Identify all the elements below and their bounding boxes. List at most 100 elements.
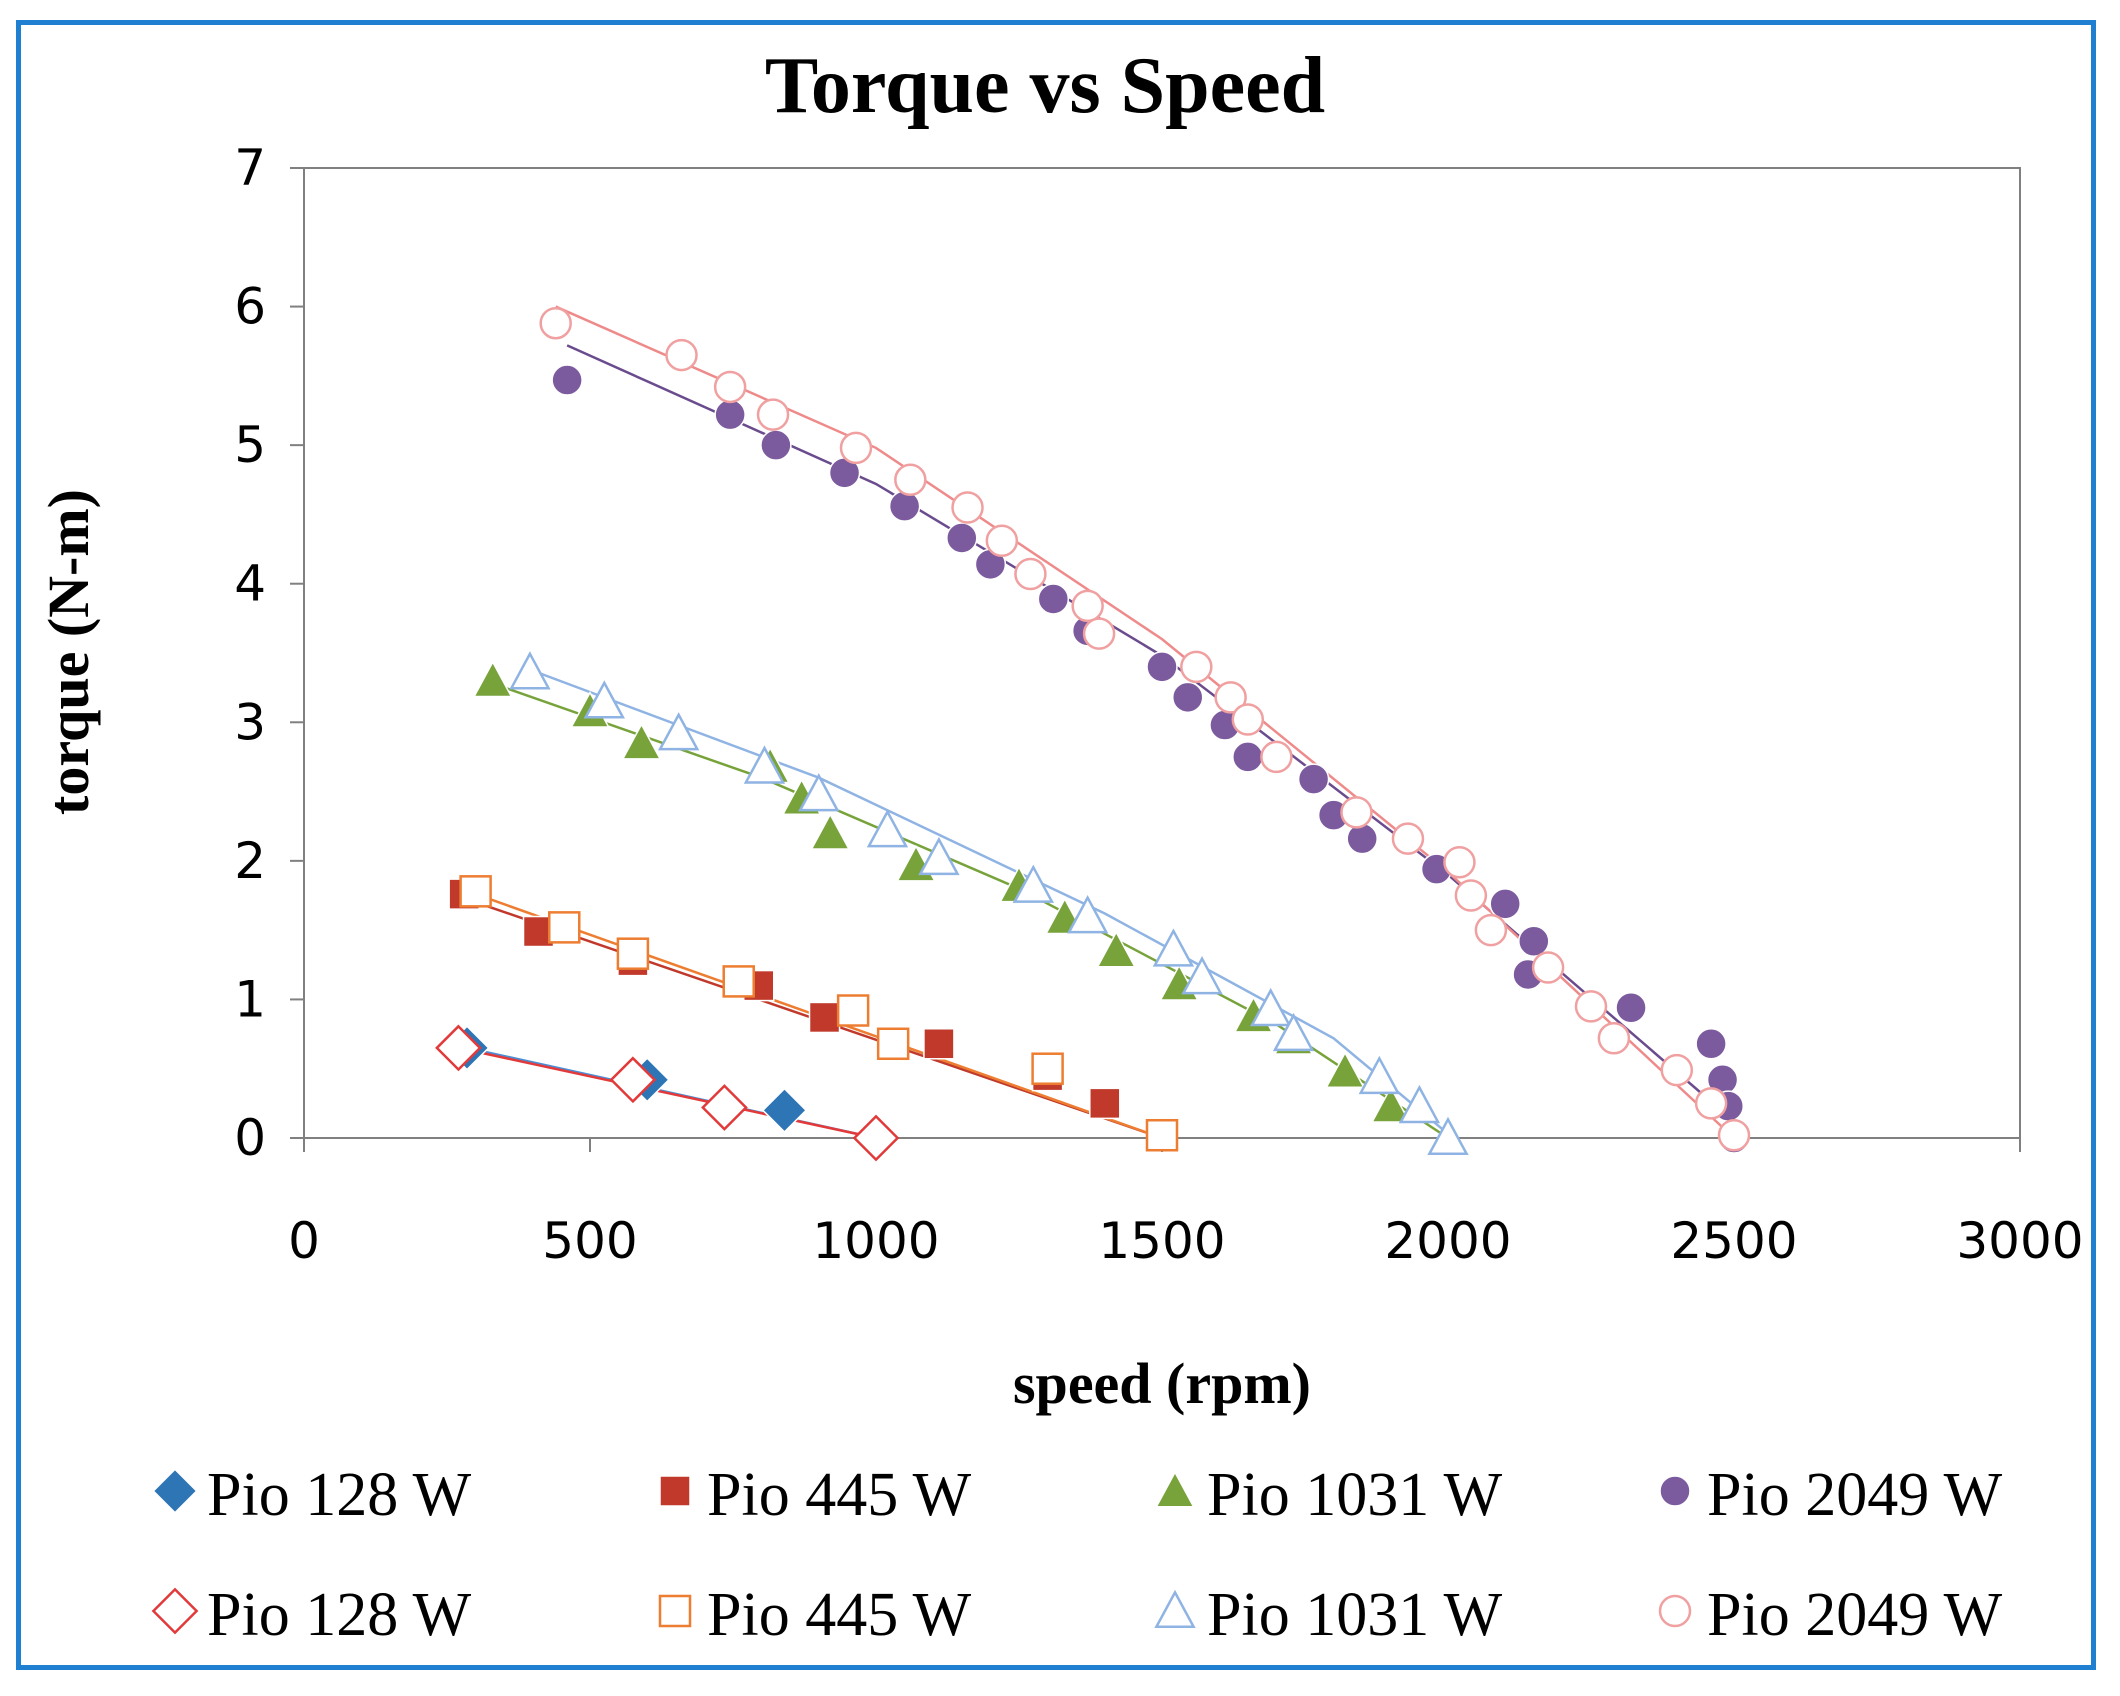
data-point-series-7 (1071, 589, 1104, 623)
legend: Pio 128 W Pio 445 W Pio 1031 W Pio 2049 W Pi… (151, 1461, 2003, 1649)
data-point-series-7 (951, 491, 984, 524)
legend-marker (659, 1475, 691, 1507)
data-point-series-7 (713, 370, 747, 404)
x-tick-label: 2000 (1384, 1212, 1511, 1270)
x-tick-label: 2500 (1670, 1212, 1797, 1270)
data-point-series-2 (1325, 1051, 1365, 1089)
data-point-series-6 (657, 712, 700, 751)
data-point-series-5 (459, 875, 492, 908)
data-point-series-3 (1146, 651, 1178, 683)
data-point-series-7 (1443, 845, 1476, 879)
x-axis-label: speed (rpm) (1013, 1351, 1311, 1416)
x-tick-label: 1500 (1098, 1212, 1225, 1270)
x-tick-label: 0 (288, 1212, 320, 1270)
legend-item: Pio 2049 W (1658, 1581, 2003, 1649)
data-point-series-6 (1398, 1084, 1441, 1124)
data-point-series-5 (548, 911, 581, 944)
y-tick-label: 7 (234, 139, 266, 197)
data-point-series-6 (583, 680, 625, 719)
data-point-series-3 (1037, 583, 1070, 615)
y-tick-label: 0 (234, 1109, 266, 1167)
data-point-series-6 (918, 836, 960, 876)
y-tick-label: 4 (234, 555, 266, 613)
y-tick-label: 3 (234, 693, 266, 751)
legend-label: Pio 2049 W (1707, 1461, 2003, 1529)
data-point-series-7 (1260, 740, 1293, 774)
data-point-series-5 (876, 1027, 910, 1061)
data-point-series-5 (836, 994, 870, 1027)
data-point-series-3 (1346, 822, 1378, 855)
legend-item: Pio 128 W (151, 1581, 472, 1649)
data-point-series-6 (1152, 928, 1195, 967)
data-point-series-7 (839, 431, 873, 465)
data-point-series-7 (1180, 650, 1213, 684)
data-point-series-6 (1249, 987, 1292, 1027)
data-point-series-3 (551, 364, 583, 396)
data-point-series-3 (1695, 1028, 1727, 1060)
data-point-series-6 (1012, 864, 1054, 903)
x-axis-ticks: 0 500 1000 1500 2000 2500 3000 (288, 1138, 2084, 1270)
data-point-series-4 (609, 1056, 657, 1104)
data-point-series-6 (866, 809, 909, 848)
legend-marker (658, 1594, 692, 1628)
data-point-series-7 (665, 338, 698, 372)
data-point-series-6 (1358, 1055, 1401, 1095)
data-point-series-4 (701, 1084, 748, 1131)
legend-label: Pio 128 W (207, 1581, 472, 1649)
data-point-series-6 (1181, 956, 1223, 995)
data-point-series-3 (1615, 991, 1647, 1024)
chart-title: Torque vs Speed (765, 42, 1325, 130)
legend-label: Pio 128 W (207, 1461, 472, 1529)
data-point-series-3 (760, 429, 792, 461)
data-point-series-2 (1370, 1085, 1411, 1123)
y-axis-ticks: 0 1 2 3 4 5 6 7 (234, 139, 304, 1167)
data-point-series-3 (714, 398, 746, 431)
legend-marker (1658, 1594, 1692, 1628)
legend-marker (151, 1587, 199, 1635)
data-point-series-6 (1066, 895, 1109, 934)
legend-item: Pio 1031 W (1154, 1581, 1503, 1649)
y-tick-label: 1 (234, 970, 266, 1028)
data-point-series-5 (616, 937, 650, 970)
data-point-series-1 (808, 1001, 841, 1034)
legend-label: Pio 445 W (707, 1581, 972, 1649)
legend-marker (1155, 1470, 1195, 1508)
y-tick-label: 2 (234, 832, 266, 890)
legend-label: Pio 2049 W (1707, 1581, 2003, 1649)
data-point-series-2 (621, 722, 662, 760)
data-point-series-4 (435, 1024, 482, 1072)
data-point-series-2 (472, 660, 513, 698)
data-point-series-7 (1474, 913, 1508, 947)
data-point-series-2 (810, 812, 851, 850)
data-point-series-2 (1096, 930, 1137, 968)
data-point-series-1 (923, 1028, 955, 1060)
data-point-series-7 (1597, 1021, 1631, 1055)
legend-marker (1154, 1589, 1196, 1629)
trendlines (458, 305, 1735, 1140)
data-point-series-7 (1082, 617, 1116, 650)
x-tick-label: 500 (542, 1212, 637, 1270)
trendline-series-7 (555, 305, 1735, 1139)
data-point-series-7 (894, 463, 927, 497)
data-point-series-7 (756, 398, 790, 431)
chart-frame (16, 20, 2096, 1670)
data-point-series-5 (722, 965, 755, 998)
data-point-series-7 (1531, 951, 1565, 984)
data-point-series-5 (1145, 1118, 1179, 1152)
data-point-series-6 (1272, 1012, 1315, 1052)
data-point-series-3 (1489, 888, 1521, 920)
x-tick-label: 3000 (1956, 1212, 2083, 1270)
data-point-series-7 (539, 306, 572, 340)
data-point-series-3 (1518, 925, 1550, 957)
data-point-series-7 (1231, 703, 1265, 736)
data-points (435, 306, 1751, 1162)
legend-item: Pio 128 W (152, 1461, 472, 1529)
legend-label: Pio 445 W (707, 1461, 972, 1529)
data-point-series-7 (1717, 1118, 1751, 1152)
legend-marker (1659, 1475, 1691, 1507)
data-point-series-7 (985, 524, 1019, 558)
data-point-series-1 (1089, 1087, 1121, 1120)
legend-item: Pio 445 W (659, 1461, 972, 1529)
legend-item: Pio 445 W (658, 1581, 972, 1649)
